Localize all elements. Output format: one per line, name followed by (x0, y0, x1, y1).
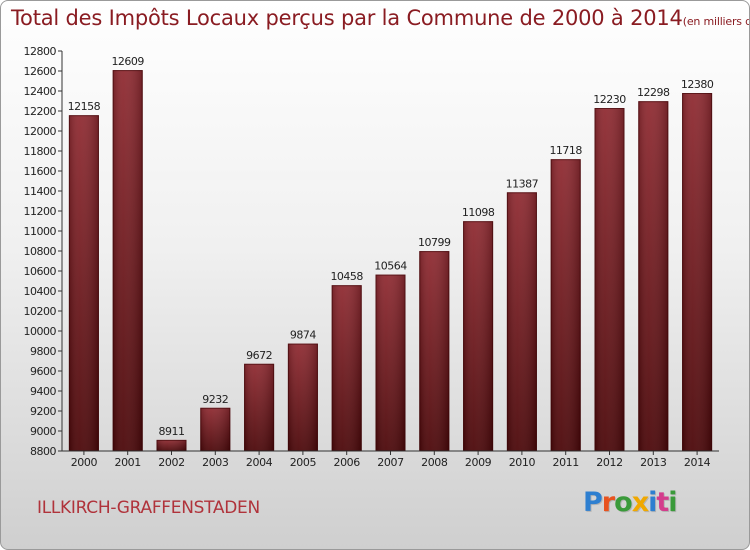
bar-value-label: 12609 (111, 55, 144, 68)
x-tick-label: 2001 (114, 456, 140, 469)
y-tick-label: 10600 (24, 265, 57, 278)
y-tick-label: 11200 (24, 205, 57, 218)
bar-value-label: 12298 (637, 86, 670, 99)
x-tick-label: 2004 (246, 456, 273, 469)
x-tick-label: 2013 (640, 456, 667, 469)
bar-value-label: 10799 (418, 236, 451, 249)
y-tick-label: 12200 (24, 105, 57, 118)
y-tick-label: 9800 (30, 345, 56, 358)
bar-value-label: 9874 (290, 329, 316, 342)
bar-shade-2007 (375, 274, 406, 451)
bar-shade-2012 (594, 108, 625, 451)
chart-title-text: Total des Impôts Locaux perçus par la Co… (11, 6, 683, 30)
x-tick-label: 2005 (290, 456, 317, 469)
bar-shade-2006 (331, 285, 362, 451)
chart-title: Total des Impôts Locaux perçus par la Co… (11, 6, 749, 30)
commune-name: ILLKIRCH-GRAFFENSTADEN (37, 498, 260, 518)
x-tick-label: 2009 (465, 456, 492, 469)
y-tick-label: 11000 (24, 225, 57, 238)
bar-shade-2005 (287, 343, 318, 451)
logo-letter: x (631, 487, 649, 518)
logo-letter: t (656, 487, 669, 518)
x-tick-label: 2011 (552, 456, 578, 469)
logo-letter: i (648, 487, 657, 518)
y-tick-label: 10400 (24, 285, 57, 298)
x-tick-label: 2010 (509, 456, 536, 469)
x-tick-label: 2014 (684, 456, 711, 469)
y-tick-label: 10000 (24, 325, 57, 338)
bar-shade-2011 (550, 159, 581, 451)
y-tick-label: 12600 (24, 65, 57, 78)
y-tick-label: 10200 (24, 305, 57, 318)
bar-value-label: 10458 (330, 270, 363, 283)
bar-value-label: 9672 (246, 349, 272, 362)
bar-shade-2014 (682, 93, 713, 451)
y-axis: 8800 9000 9200 9400 9600 9800 10000 10200 10400 1… (24, 45, 63, 458)
y-tick-label: 12000 (24, 125, 57, 138)
y-tick-label: 12400 (24, 85, 57, 98)
bar-shade-2009 (463, 221, 494, 451)
bar-shade-2010 (506, 192, 537, 452)
proxiti-logo: Proxiti (583, 487, 678, 518)
x-tick-label: 2000 (71, 456, 98, 469)
logo-letter: o (614, 487, 633, 518)
bar-value-label: 9232 (202, 393, 228, 406)
bar-shade-2003 (200, 407, 231, 451)
chart-title-unit: (en milliers d'€) (682, 15, 749, 28)
bar-value-label: 10564 (374, 260, 407, 273)
y-tick-label: 8800 (30, 445, 56, 458)
bar-shade-2001 (112, 70, 143, 451)
x-tick-label: 2012 (596, 456, 622, 469)
y-tick-label: 12800 (24, 45, 57, 58)
x-tick-label: 2007 (377, 456, 404, 469)
x-axis: 2000 2001 2002 2003 2004 2005 2006 2007 2008 2009… (62, 450, 719, 469)
x-tick-label: 2006 (333, 456, 360, 469)
logo-letter: r (601, 487, 615, 518)
bar-shade-2004 (244, 363, 275, 451)
y-tick-label: 11800 (24, 145, 57, 158)
y-tick-label: 11600 (24, 165, 57, 178)
logo-letter: i (668, 487, 677, 518)
y-tick-label: 9200 (30, 405, 56, 418)
y-tick-label: 10800 (24, 245, 57, 258)
bars: 12158 12609 8911 9232 9672 9874 10458 10564 1079… (68, 55, 714, 452)
x-tick-label: 2008 (421, 456, 448, 469)
bar-shade-2008 (419, 251, 450, 451)
logo-letter: P (583, 487, 603, 518)
bar-value-label: 12158 (68, 100, 101, 113)
y-tick-label: 11400 (24, 185, 57, 198)
bar-shade-2002 (156, 439, 187, 451)
bar-value-label: 11098 (462, 206, 495, 219)
y-tick-label: 9400 (30, 385, 56, 398)
bar-value-label: 11387 (506, 177, 539, 190)
y-tick-label: 9000 (30, 425, 56, 438)
bar-shade-2013 (638, 101, 669, 451)
bar-value-label: 8911 (159, 425, 185, 438)
y-tick-label: 9600 (30, 365, 56, 378)
bar-value-label: 11718 (549, 144, 582, 157)
x-tick-label: 2002 (158, 456, 184, 469)
bar-value-label: 12230 (593, 93, 626, 106)
bar-shade-2000 (68, 115, 99, 451)
bar-value-label: 12380 (681, 78, 714, 91)
x-tick-label: 2003 (202, 456, 229, 469)
